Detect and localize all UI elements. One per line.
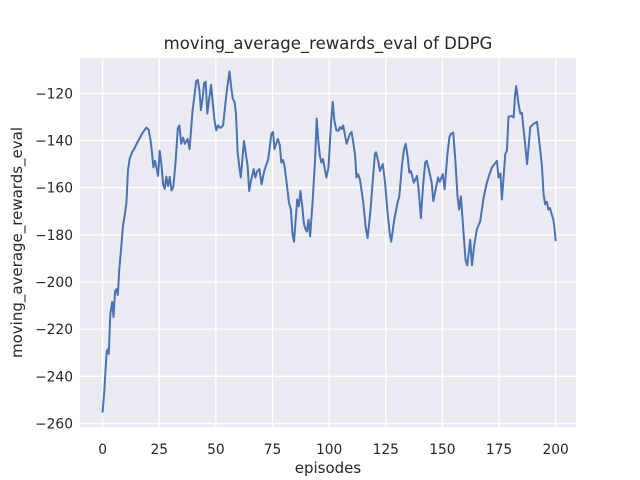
x-tick-label-175: 175 xyxy=(486,442,512,458)
y-tick-label--180: −180 xyxy=(35,228,73,244)
y-tick-label--160: −160 xyxy=(35,181,73,197)
x-tick-label-75: 75 xyxy=(264,442,282,458)
chart-title: moving_average_rewards_eval of DDPG xyxy=(164,34,493,54)
plot-area: 0 25 50 75 100 125 150 175 200 −120 −140 −160 −180 −2… xyxy=(35,58,576,458)
x-tick-label-25: 25 xyxy=(150,442,168,458)
y-tick-label--220: −220 xyxy=(35,322,73,338)
y-axis-label: moving_average_rewards_eval xyxy=(8,127,27,358)
data-line-0 xyxy=(101,70,557,413)
x-tick-label-125: 125 xyxy=(373,442,399,458)
x-tick-label-150: 150 xyxy=(429,442,455,458)
x-tick-label-50: 50 xyxy=(207,442,225,458)
x-tick-label-100: 100 xyxy=(316,442,342,458)
axes-background xyxy=(80,58,576,427)
y-tick-label--200: −200 xyxy=(35,275,73,291)
y-tick-label--260: −260 xyxy=(35,416,73,432)
y-tick-label--140: −140 xyxy=(35,134,73,150)
y-tick-label--120: −120 xyxy=(35,86,73,102)
x-axis-label: episodes xyxy=(295,459,362,477)
x-tick-label-0: 0 xyxy=(98,442,107,458)
y-tick-label--240: −240 xyxy=(35,369,73,385)
x-tick-label-200: 200 xyxy=(542,442,568,458)
